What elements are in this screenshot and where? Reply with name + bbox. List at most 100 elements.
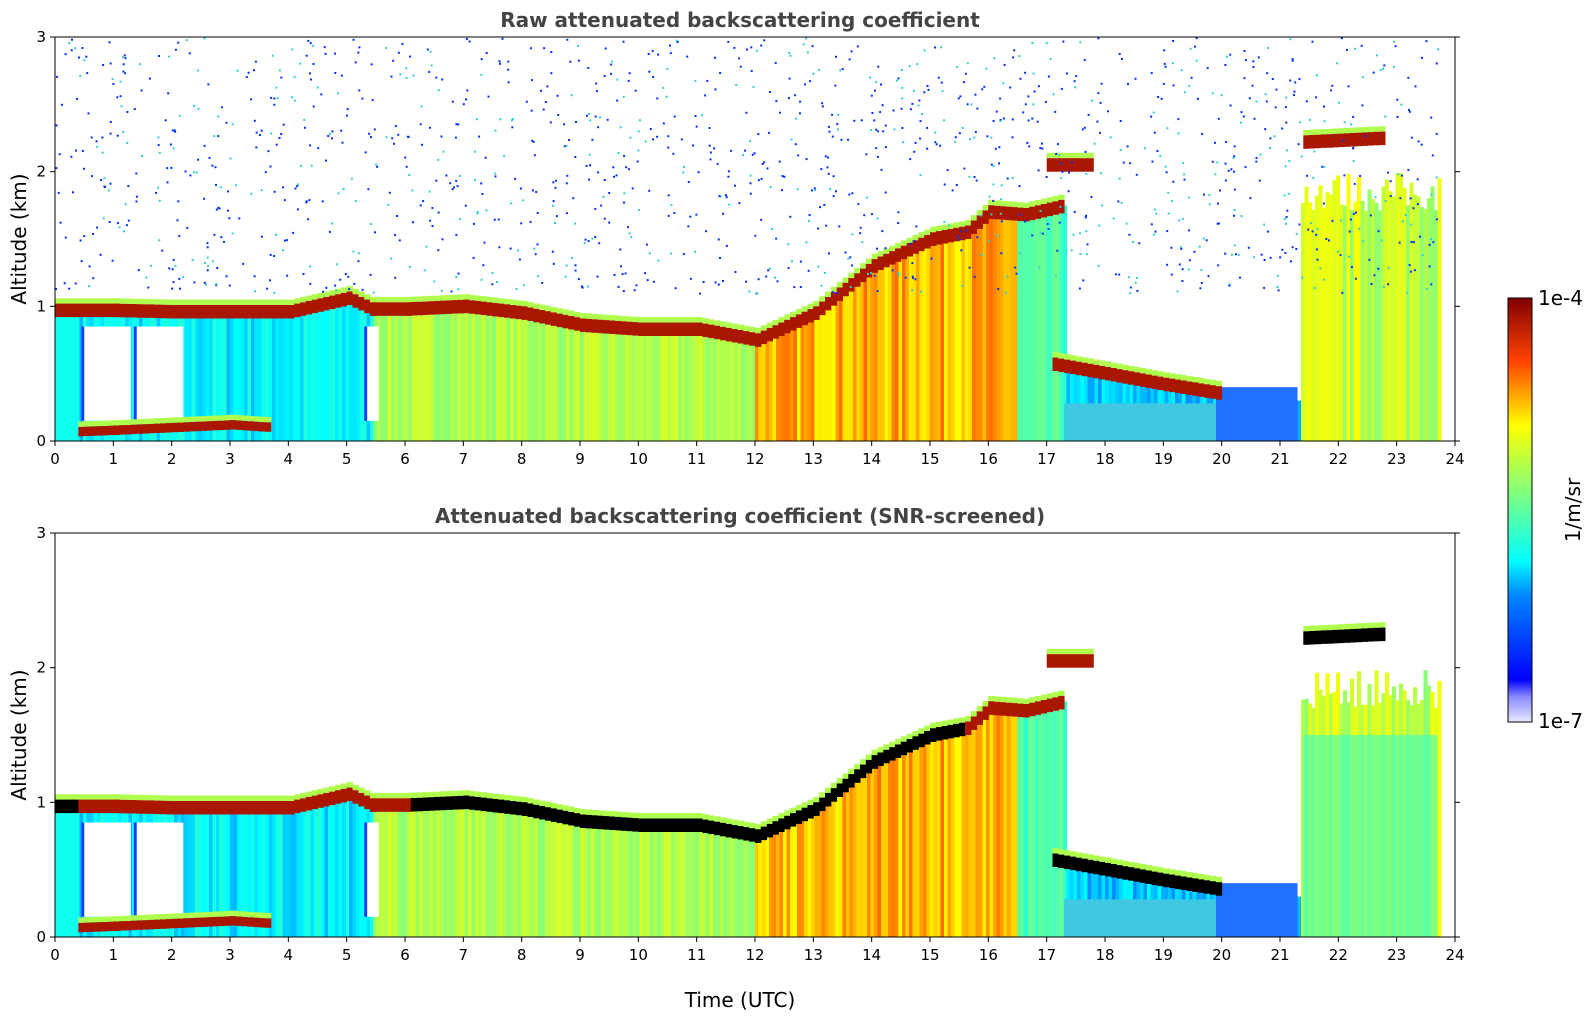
layer-core (830, 292, 838, 306)
layer-halo (574, 311, 581, 318)
colorbar: 1e-4 1e-7 1/m/sr (1507, 286, 1585, 733)
noise-speck (923, 49, 926, 52)
noise-speck (396, 215, 399, 217)
aerosol-column (342, 795, 347, 937)
noise-speck (1387, 171, 1390, 174)
layer-halo (1373, 126, 1380, 132)
noise-speck (127, 219, 130, 222)
noise-speck (1331, 84, 1334, 87)
noise-speck (958, 238, 961, 241)
noise-speck (101, 151, 104, 154)
noise-speck (1216, 222, 1219, 225)
layer-halo (650, 813, 657, 819)
noise-speck (572, 197, 575, 200)
layer-halo (136, 794, 143, 801)
aerosol-column (191, 807, 196, 937)
noise-speck (727, 175, 730, 178)
layer-core (241, 305, 248, 319)
aerosol-column (212, 807, 217, 937)
noise-speck (934, 141, 937, 144)
noise-speck (1134, 77, 1137, 80)
noise-speck (223, 240, 225, 243)
noise-speck (475, 118, 478, 121)
noise-speck (1339, 254, 1342, 257)
aerosol-column (629, 328, 634, 441)
layer-core (1128, 371, 1135, 385)
noise-speck (1106, 110, 1109, 113)
noise-speck (603, 217, 606, 220)
noise-speck (1370, 283, 1373, 285)
noise-speck (959, 230, 962, 233)
layer-core (323, 296, 330, 311)
layer-core (492, 303, 499, 317)
noise-speck (1046, 223, 1049, 225)
noise-speck (227, 190, 230, 193)
noise-speck (1196, 97, 1199, 100)
noise-speck (859, 226, 862, 229)
noise-speck (1379, 69, 1382, 71)
layer-core (165, 919, 173, 929)
aerosol-column (520, 808, 525, 937)
layer-core (148, 304, 155, 318)
noise-speck (111, 77, 114, 80)
noise-speck (793, 286, 796, 289)
layer-halo (591, 313, 598, 320)
layer-core (550, 312, 558, 326)
aerosol-column (184, 311, 189, 441)
noise-speck (911, 262, 914, 265)
noise-speck (1132, 241, 1135, 243)
layer-core (527, 307, 534, 321)
noise-speck (831, 113, 834, 116)
aerosol-column (527, 314, 532, 441)
noise-speck (275, 143, 278, 146)
noise-speck (174, 265, 177, 268)
noise-speck (901, 127, 904, 129)
layer-core (142, 304, 149, 318)
aerosol-column (384, 805, 389, 937)
noise-speck (464, 204, 467, 207)
layer-core (136, 304, 143, 318)
layer-halo (381, 296, 388, 303)
noise-speck (962, 81, 965, 84)
layer-halo (177, 913, 184, 919)
noise-speck (491, 283, 494, 286)
layer-core (90, 303, 97, 318)
x-tick-label: 2 (167, 946, 177, 964)
aerosol-column (986, 710, 991, 937)
aerosol-column (289, 311, 294, 441)
aerosol-column (891, 752, 896, 937)
noise-speck (665, 95, 668, 98)
layer-halo (125, 419, 132, 425)
noise-speck (556, 94, 559, 97)
layer-halo (212, 795, 219, 801)
aerosol-column (331, 797, 336, 937)
layer-core (1017, 703, 1024, 718)
aerosol-column (958, 233, 963, 441)
layer-core (574, 317, 581, 331)
aerosol-column (660, 825, 665, 937)
layer-halo (807, 799, 814, 805)
noise-speck (919, 137, 921, 140)
noise-speck (1285, 121, 1288, 124)
layer-core (626, 321, 633, 336)
noise-speck (1202, 237, 1205, 240)
layer-halo (714, 816, 721, 822)
noise-speck (92, 277, 95, 280)
layer-core (1169, 874, 1176, 889)
layer-halo (638, 317, 645, 323)
noise-speck (704, 94, 707, 97)
aerosol-column (391, 309, 396, 441)
x-tick-label: 16 (979, 450, 998, 468)
noise-speck (818, 68, 821, 71)
noise-speck (926, 85, 929, 87)
noise-speck (1172, 84, 1175, 87)
aerosol-column (678, 825, 683, 937)
layer-core (498, 303, 505, 318)
noise-speck (429, 219, 432, 222)
noise-speck (387, 203, 390, 206)
aerosol-column (944, 236, 949, 441)
aerosol-column (832, 794, 837, 937)
noise-speck (1217, 222, 1220, 225)
noise-speck (1004, 291, 1007, 294)
noise-speck (927, 88, 930, 91)
